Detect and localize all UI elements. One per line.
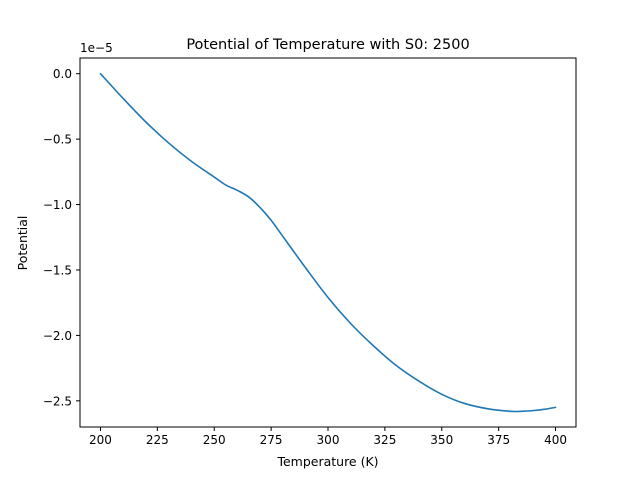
series-line (99, 72, 557, 413)
y-offset-text: 1e−5 (80, 41, 113, 55)
plot-area (99, 72, 557, 413)
chart-title: Potential of Temperature with S0: 2500 (186, 37, 469, 53)
y-axis: 0.0 −0.5 −1.0 −1.5 −2.0 −2.5 (43, 67, 80, 408)
x-tick-label: 350 (430, 433, 453, 447)
x-tick-label: 400 (544, 433, 567, 447)
x-tick-label: 250 (203, 433, 226, 447)
y-axis-label: Potential (15, 216, 30, 271)
x-axis-label: Temperature (K) (276, 454, 378, 469)
y-tick-label: −1.0 (43, 198, 72, 212)
y-tick-label: 0.0 (53, 67, 72, 81)
x-axis: 200 225 250 275 300 325 350 375 400 (89, 427, 567, 447)
x-tick-label: 275 (260, 433, 283, 447)
y-tick-label: −2.5 (43, 394, 72, 408)
x-tick-label: 225 (146, 433, 169, 447)
y-tick-label: −2.0 (43, 329, 72, 343)
x-tick-label: 325 (373, 433, 396, 447)
y-tick-label: −1.5 (43, 263, 72, 277)
x-tick-label: 300 (317, 433, 340, 447)
y-tick-label: −0.5 (43, 133, 72, 147)
x-tick-label: 200 (89, 433, 112, 447)
x-tick-label: 375 (487, 433, 510, 447)
